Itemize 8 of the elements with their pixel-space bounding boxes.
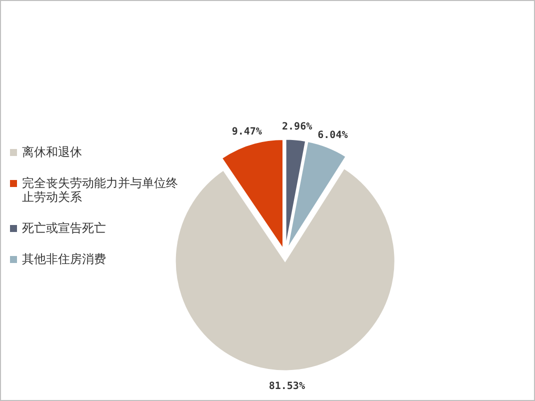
legend-label: 其他非住房消费 <box>22 252 106 266</box>
data-label: 9.47% <box>232 126 262 138</box>
legend-label: 死亡或宣告死亡 <box>22 221 106 235</box>
data-label: 6.04% <box>318 130 348 142</box>
legend-label: 离休和退休 <box>22 145 82 159</box>
data-label: 81.53% <box>268 380 305 392</box>
legend-label: 完全丧失劳动能力并与单位终止劳动关系 <box>22 176 178 204</box>
data-label: 2.96% <box>282 122 312 133</box>
